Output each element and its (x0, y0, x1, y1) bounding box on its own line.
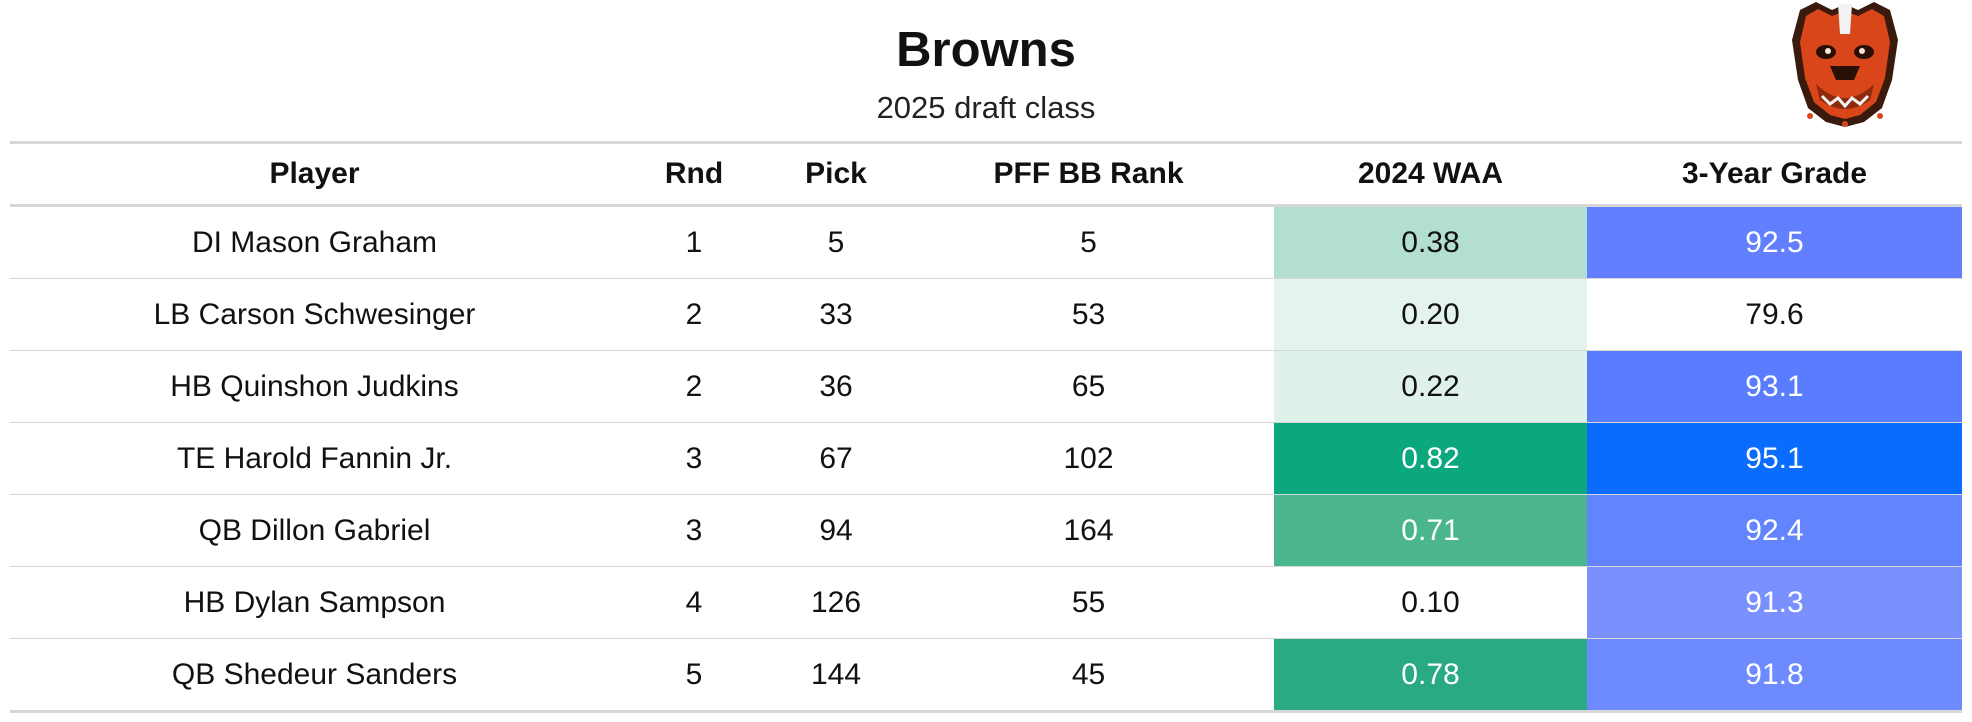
draft-class-table: Player Rnd Pick PFF BB Rank 2024 WAA 3-Y… (10, 141, 1962, 713)
column-header-pick: Pick (769, 142, 903, 207)
grade-cell: 79.6 (1587, 278, 1962, 351)
column-header-rnd: Rnd (619, 142, 769, 207)
column-header-3-year-grade: 3-Year Grade (1587, 142, 1962, 207)
waa-cell: 0.71 (1274, 494, 1587, 567)
waa-cell: 0.82 (1274, 422, 1587, 495)
table-row: HB Dylan Sampson 4 126 55 0.10 91.3 (10, 566, 1962, 639)
pff-bb-rank-cell: 55 (903, 566, 1274, 639)
table-row: DI Mason Graham 1 5 5 0.38 92.5 (10, 205, 1962, 279)
pick-cell: 94 (769, 494, 903, 567)
table-row: LB Carson Schwesinger 2 33 53 0.20 79.6 (10, 278, 1962, 351)
table-header-row: Player Rnd Pick PFF BB Rank 2024 WAA 3-Y… (10, 142, 1962, 207)
player-cell: TE Harold Fannin Jr. (10, 422, 619, 495)
player-cell: HB Dylan Sampson (10, 566, 619, 639)
pff-bb-rank-cell: 102 (903, 422, 1274, 495)
grade-cell: 95.1 (1587, 422, 1962, 495)
player-cell: DI Mason Graham (10, 205, 619, 279)
table-header: Browns 2025 draft class (10, 0, 1962, 126)
player-cell: LB Carson Schwesinger (10, 278, 619, 351)
table-row: QB Dillon Gabriel 3 94 164 0.71 92.4 (10, 494, 1962, 567)
grade-cell: 92.5 (1587, 205, 1962, 279)
pick-cell: 33 (769, 278, 903, 351)
grade-cell: 92.4 (1587, 494, 1962, 567)
column-header-2024-waa: 2024 WAA (1274, 142, 1587, 207)
grade-cell: 91.8 (1587, 638, 1962, 712)
team-logo-icon (1786, 0, 1904, 128)
pick-cell: 67 (769, 422, 903, 495)
rnd-cell: 3 (619, 422, 769, 495)
pick-cell: 144 (769, 638, 903, 712)
waa-cell: 0.78 (1274, 638, 1587, 712)
table-row: TE Harold Fannin Jr. 3 67 102 0.82 95.1 (10, 422, 1962, 495)
pff-bb-rank-cell: 5 (903, 205, 1274, 279)
player-cell: QB Dillon Gabriel (10, 494, 619, 567)
rnd-cell: 1 (619, 205, 769, 279)
grade-cell: 93.1 (1587, 350, 1962, 423)
waa-cell: 0.20 (1274, 278, 1587, 351)
grade-cell: 91.3 (1587, 566, 1962, 639)
waa-cell: 0.22 (1274, 350, 1587, 423)
pick-cell: 5 (769, 205, 903, 279)
pff-bb-rank-cell: 45 (903, 638, 1274, 712)
page-title: Browns (896, 23, 1076, 77)
pff-bb-rank-cell: 65 (903, 350, 1274, 423)
waa-cell: 0.10 (1274, 566, 1587, 639)
rnd-cell: 2 (619, 278, 769, 351)
pick-cell: 126 (769, 566, 903, 639)
rnd-cell: 4 (619, 566, 769, 639)
waa-cell: 0.38 (1274, 205, 1587, 279)
column-header-player: Player (10, 142, 619, 207)
pick-cell: 36 (769, 350, 903, 423)
page-subtitle: 2025 draft class (876, 90, 1096, 125)
player-cell: QB Shedeur Sanders (10, 638, 619, 712)
table-row: QB Shedeur Sanders 5 144 45 0.78 91.8 (10, 638, 1962, 712)
rnd-cell: 5 (619, 638, 769, 712)
table-row: HB Quinshon Judkins 2 36 65 0.22 93.1 (10, 350, 1962, 423)
column-header-pff-bb-rank: PFF BB Rank (903, 142, 1274, 207)
player-cell: HB Quinshon Judkins (10, 350, 619, 423)
rnd-cell: 2 (619, 350, 769, 423)
rnd-cell: 3 (619, 494, 769, 567)
pff-bb-rank-cell: 164 (903, 494, 1274, 567)
pff-bb-rank-cell: 53 (903, 278, 1274, 351)
